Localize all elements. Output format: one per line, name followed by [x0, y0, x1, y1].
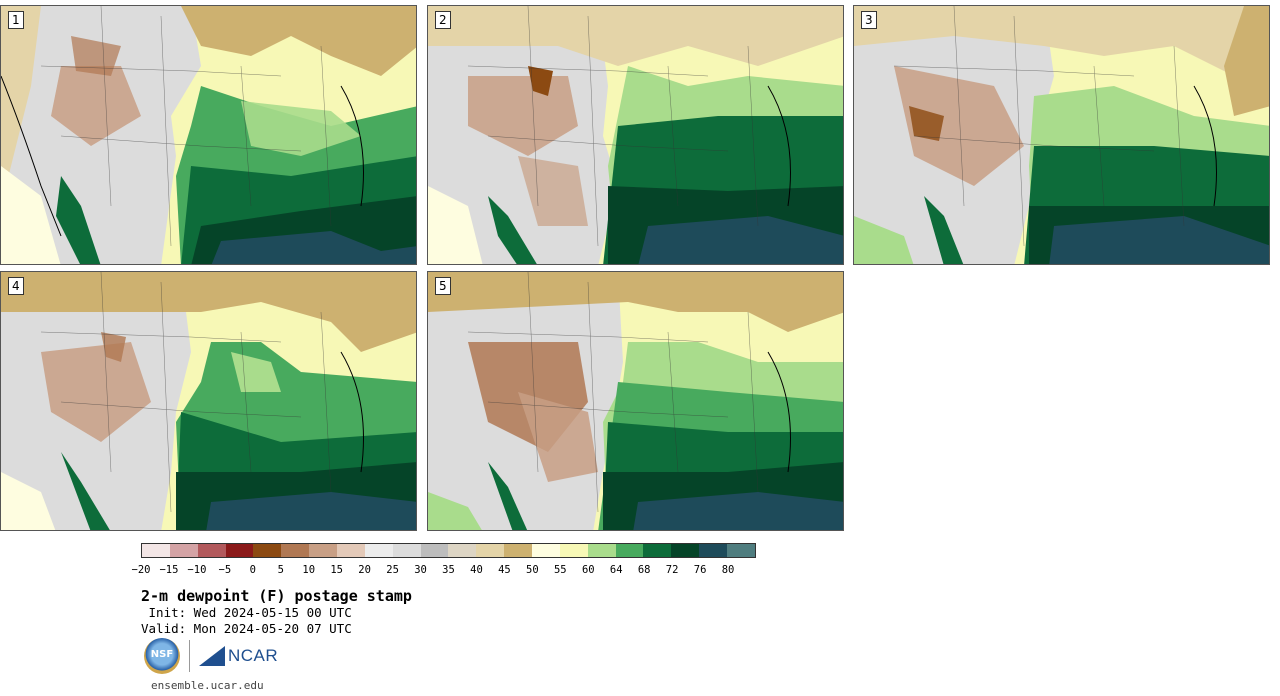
colorbar-swatch — [225, 544, 254, 557]
nsf-logo: NSF — [144, 638, 180, 674]
colorbar-tick-label: 10 — [302, 564, 316, 576]
dewpoint-map-1 — [1, 6, 416, 264]
colorbar-swatch — [504, 544, 533, 557]
colorbar-tick-labels: −20 −15 −10 −5 0 5 10 15 20 25 30 35 40 45 50 55 60 64 68 7… — [132, 564, 756, 578]
colorbar-tick-label: −10 — [187, 564, 207, 576]
colorbar-swatch — [559, 544, 588, 557]
colorbar-tick-label: 45 — [498, 564, 511, 576]
valid-time: Valid: Mon 2024-05-20 07 UTC — [141, 621, 352, 636]
colorbar-swatch — [671, 544, 700, 557]
colorbar-tick-label: 35 — [442, 564, 455, 576]
colorbar-tick-label: 55 — [553, 564, 567, 576]
colorbar-swatch — [643, 544, 672, 557]
colorbar-tick-label: 20 — [358, 564, 371, 576]
colorbar-swatch — [309, 544, 338, 557]
colorbar-swatch — [142, 544, 170, 557]
colorbar-tick-label: 25 — [386, 564, 399, 576]
member-label: 2 — [435, 11, 451, 29]
dewpoint-colorbar — [141, 543, 756, 558]
member-label: 4 — [8, 277, 24, 295]
member-label: 5 — [435, 277, 451, 295]
colorbar-tick-label: 80 — [721, 564, 735, 576]
colorbar-swatch — [448, 544, 477, 557]
dewpoint-map-3 — [854, 6, 1269, 264]
init-time: Init: Wed 2024-05-15 00 UTC — [141, 605, 352, 620]
colorbar-tick-label: 60 — [581, 564, 595, 576]
logo-divider — [189, 640, 190, 672]
ncar-mark-icon — [199, 646, 225, 666]
colorbar-swatch — [727, 544, 755, 557]
colorbar-tick-label: −20 — [131, 564, 151, 576]
colorbar-tick-label: 40 — [470, 564, 483, 576]
member-panel-2: 2 — [427, 5, 844, 265]
plot-title: 2-m dewpoint (F) postage stamp — [141, 587, 412, 605]
colorbar-swatch — [615, 544, 644, 557]
colorbar-swatch — [587, 544, 616, 557]
member-label: 3 — [861, 11, 877, 29]
dewpoint-map-2 — [428, 6, 843, 264]
colorbar-tick-label: 72 — [665, 564, 679, 576]
colorbar-swatch — [281, 544, 310, 557]
site-url[interactable]: ensemble.ucar.edu — [151, 679, 264, 692]
colorbar-swatch — [420, 544, 449, 557]
colorbar-swatch — [699, 544, 728, 557]
logos: NSF NCAR — [144, 637, 278, 675]
colorbar-swatch — [476, 544, 505, 557]
colorbar-tick-label: 64 — [609, 564, 623, 576]
dewpoint-map-4 — [1, 272, 416, 530]
colorbar-swatch — [364, 544, 393, 557]
member-panel-4: 4 — [0, 271, 417, 531]
member-panel-3: 3 — [853, 5, 1270, 265]
colorbar-swatch — [337, 544, 365, 557]
member-panel-1: 1 — [0, 5, 417, 265]
colorbar-tick-label: −5 — [218, 564, 232, 576]
colorbar-tick-label: −15 — [159, 564, 179, 576]
dewpoint-map-5 — [428, 272, 843, 530]
colorbar-tick-label: 15 — [330, 564, 343, 576]
colorbar-tick-label: 30 — [414, 564, 427, 576]
colorbar-tick-label: 76 — [693, 564, 707, 576]
colorbar-tick-label: 68 — [637, 564, 651, 576]
colorbar-swatch — [532, 544, 560, 557]
colorbar-tick-label: 5 — [277, 564, 284, 576]
colorbar-swatch — [253, 544, 282, 557]
colorbar-tick-label: 0 — [249, 564, 256, 576]
colorbar-swatch — [169, 544, 198, 557]
colorbar-swatch — [197, 544, 226, 557]
colorbar-swatch — [392, 544, 421, 557]
ncar-logo: NCAR — [199, 646, 278, 666]
member-panel-5: 5 — [427, 271, 844, 531]
member-label: 1 — [8, 11, 24, 29]
colorbar-tick-label: 50 — [526, 564, 539, 576]
